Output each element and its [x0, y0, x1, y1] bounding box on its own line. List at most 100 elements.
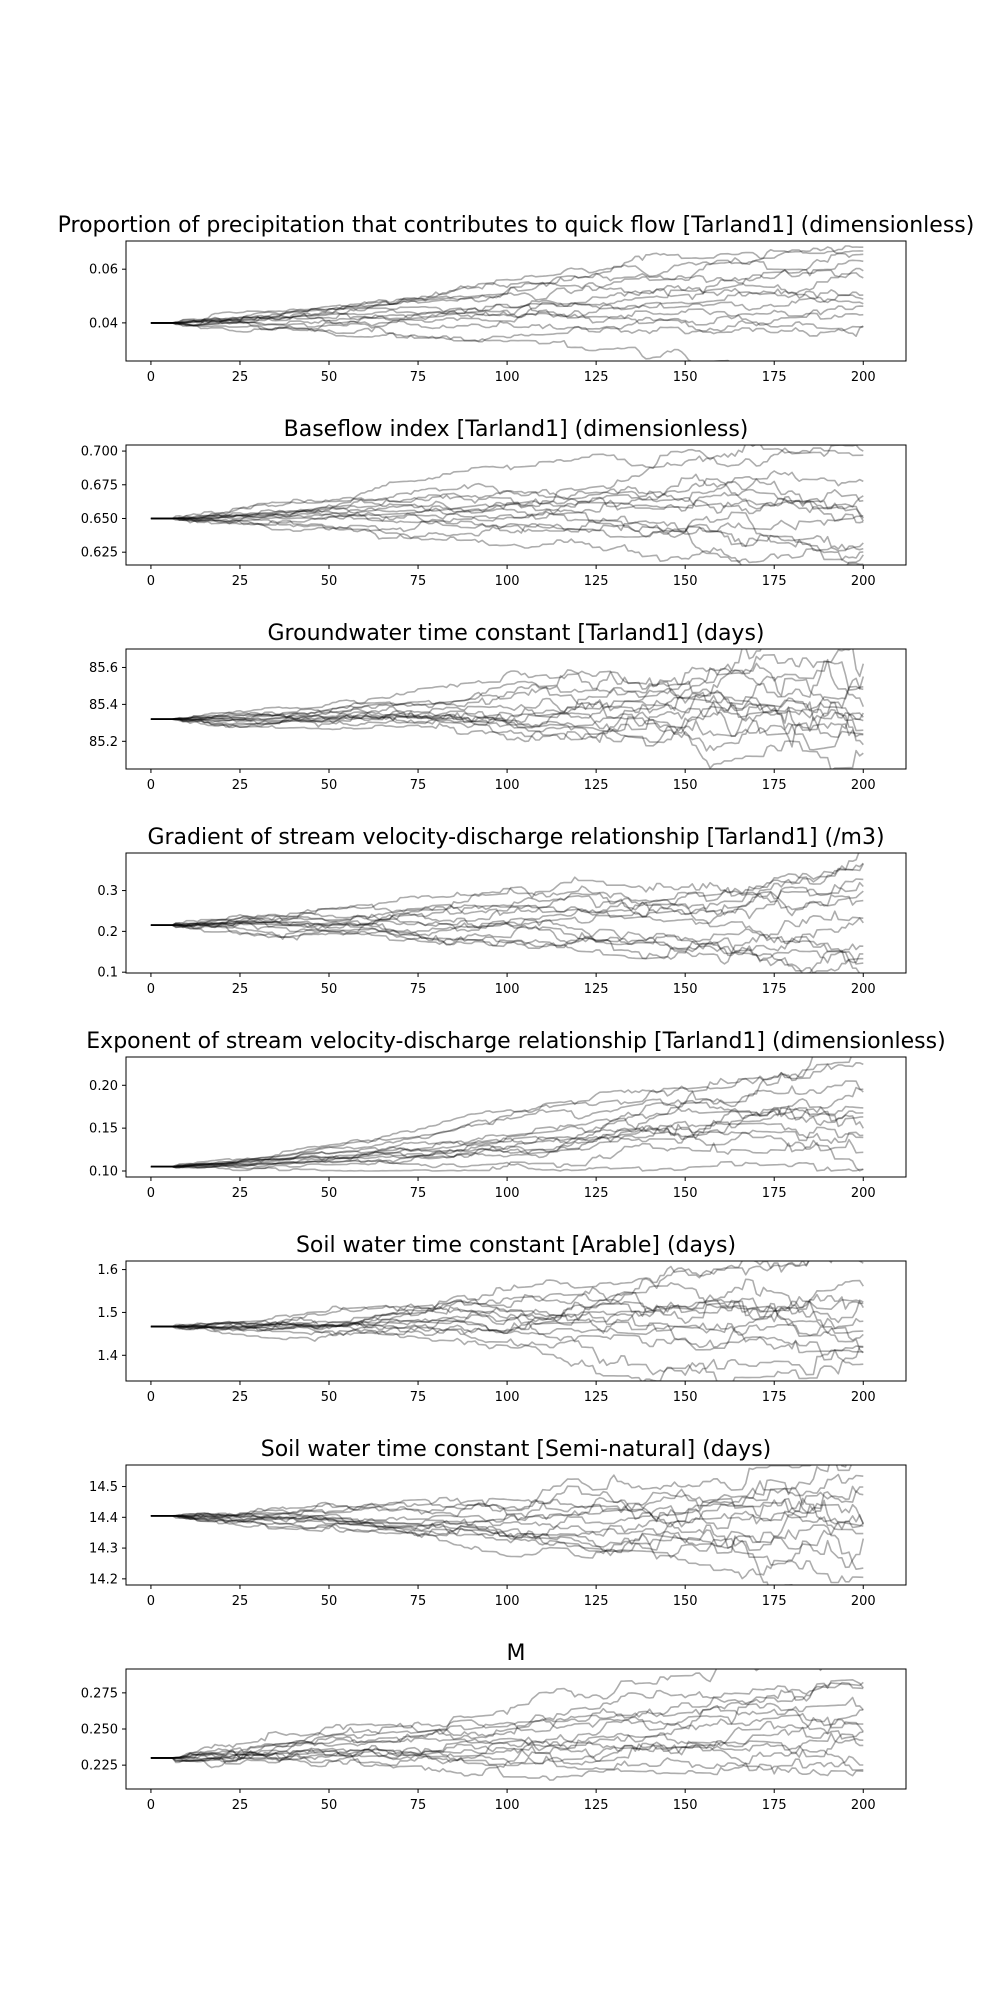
subplot-title: Exponent of stream velocity-discharge re… — [86, 1029, 945, 1054]
series-line — [150, 921, 864, 964]
x-tick-label: 75 — [410, 370, 427, 385]
series-group — [150, 649, 865, 769]
x-tick-label: 125 — [584, 778, 609, 793]
x-tick-label: 125 — [584, 370, 609, 385]
series-line — [150, 514, 864, 565]
subplot-title: Soil water time constant [Semi-natural] … — [261, 1437, 772, 1462]
series-line — [150, 316, 864, 343]
series-line — [150, 511, 864, 552]
subplot-title: Soil water time constant [Arable] (days) — [296, 1233, 736, 1258]
series-line — [150, 1286, 864, 1330]
series-line — [150, 700, 864, 738]
x-tick-label: 200 — [851, 1186, 876, 1201]
subplot-title: Proportion of precipitation that contrib… — [58, 213, 975, 238]
x-tick-label: 50 — [321, 574, 338, 589]
series-line — [150, 1105, 864, 1168]
x-tick-label: 0 — [147, 778, 155, 793]
y-tick-label: 14.5 — [89, 1480, 118, 1495]
series-line — [150, 1515, 794, 1585]
x-tick-label: 25 — [232, 574, 249, 589]
x-tick-label: 175 — [762, 982, 787, 997]
y-tick-label: 0.700 — [81, 445, 118, 460]
series-line — [150, 910, 864, 965]
x-tick-label: 25 — [232, 1798, 249, 1813]
series-group — [150, 1465, 865, 1585]
y-tick-label: 0.650 — [81, 512, 118, 527]
x-tick-label: 100 — [495, 1390, 520, 1405]
series-line — [150, 488, 864, 522]
x-tick-label: 0 — [147, 1594, 155, 1609]
series-line — [150, 1325, 864, 1381]
axes-frame — [125, 1260, 907, 1382]
x-tick-label: 0 — [147, 574, 155, 589]
series-line — [150, 881, 864, 927]
series-line — [150, 1465, 847, 1519]
series-line — [150, 1319, 864, 1337]
series-line — [150, 1300, 864, 1348]
subplot-1: Proportion of precipitation that contrib… — [58, 213, 975, 385]
y-tick-label: 0.1 — [97, 966, 118, 981]
series-line — [150, 445, 864, 520]
x-tick-label: 150 — [673, 1594, 698, 1609]
series-line — [150, 250, 864, 327]
series-line — [150, 272, 864, 325]
series-line — [150, 322, 731, 361]
series-line — [150, 1681, 864, 1762]
x-tick-label: 175 — [762, 574, 787, 589]
y-tick-label: 0.625 — [81, 546, 118, 561]
x-tick-label: 100 — [495, 778, 520, 793]
x-tick-label: 125 — [584, 574, 609, 589]
series-line — [150, 889, 864, 930]
series-line — [150, 1261, 864, 1329]
series-line — [150, 305, 864, 329]
series-line — [150, 863, 865, 929]
y-tick-label: 0.04 — [89, 316, 118, 331]
axes-frame — [125, 444, 907, 566]
series-line — [150, 1279, 864, 1331]
x-tick-label: 25 — [232, 370, 249, 385]
y-tick-label: 0.15 — [89, 1122, 118, 1137]
x-tick-label: 100 — [495, 1798, 520, 1813]
series-line — [150, 714, 864, 748]
x-tick-label: 75 — [410, 1186, 427, 1201]
x-tick-label: 25 — [232, 982, 249, 997]
y-tick-label: 85.2 — [89, 735, 118, 750]
axes-frame — [125, 648, 907, 770]
series-line — [150, 279, 864, 325]
series-group — [150, 245, 864, 361]
x-tick-label: 75 — [410, 1594, 427, 1609]
x-tick-label: 25 — [232, 1186, 249, 1201]
x-tick-label: 75 — [410, 1798, 427, 1813]
series-line — [150, 1098, 864, 1168]
series-line — [150, 1488, 864, 1529]
series-line — [150, 1126, 864, 1168]
series-line — [150, 1062, 864, 1168]
series-line — [150, 1139, 864, 1172]
x-tick-label: 200 — [851, 982, 876, 997]
series-line — [150, 1110, 864, 1169]
series-line — [150, 510, 864, 539]
series-line — [150, 1701, 864, 1764]
x-tick-label: 150 — [673, 574, 698, 589]
y-tick-label: 0.20 — [89, 1079, 118, 1094]
x-tick-label: 100 — [495, 370, 520, 385]
x-tick-label: 175 — [762, 1390, 787, 1405]
series-group — [150, 853, 865, 973]
series-line — [150, 920, 864, 964]
y-tick-label: 0.275 — [81, 1686, 118, 1701]
x-tick-label: 0 — [147, 1798, 155, 1813]
y-tick-label: 0.3 — [97, 884, 118, 899]
x-tick-label: 25 — [232, 1594, 249, 1609]
y-tick-label: 0.250 — [81, 1723, 118, 1738]
series-line — [150, 1261, 833, 1332]
series-line — [150, 498, 864, 551]
series-line — [150, 1465, 853, 1519]
series-line — [150, 259, 864, 327]
series-line — [150, 1291, 864, 1330]
series-line — [150, 689, 864, 741]
x-tick-label: 175 — [762, 1186, 787, 1201]
series-line — [150, 1502, 865, 1528]
series-line — [150, 1320, 864, 1366]
subplot-2: Baseflow index [Tarland1] (dimensionless… — [81, 417, 907, 589]
series-line — [150, 245, 864, 325]
